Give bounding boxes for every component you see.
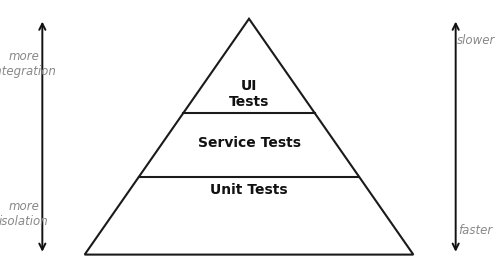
Polygon shape: [85, 19, 413, 255]
Text: Service Tests: Service Tests: [198, 136, 300, 150]
Text: faster: faster: [459, 224, 493, 237]
Text: slower: slower: [456, 34, 495, 47]
Text: more
integration: more integration: [0, 50, 56, 78]
Text: more
isolation: more isolation: [0, 200, 49, 228]
Text: Unit Tests: Unit Tests: [210, 183, 288, 197]
Text: UI
Tests: UI Tests: [229, 79, 269, 109]
